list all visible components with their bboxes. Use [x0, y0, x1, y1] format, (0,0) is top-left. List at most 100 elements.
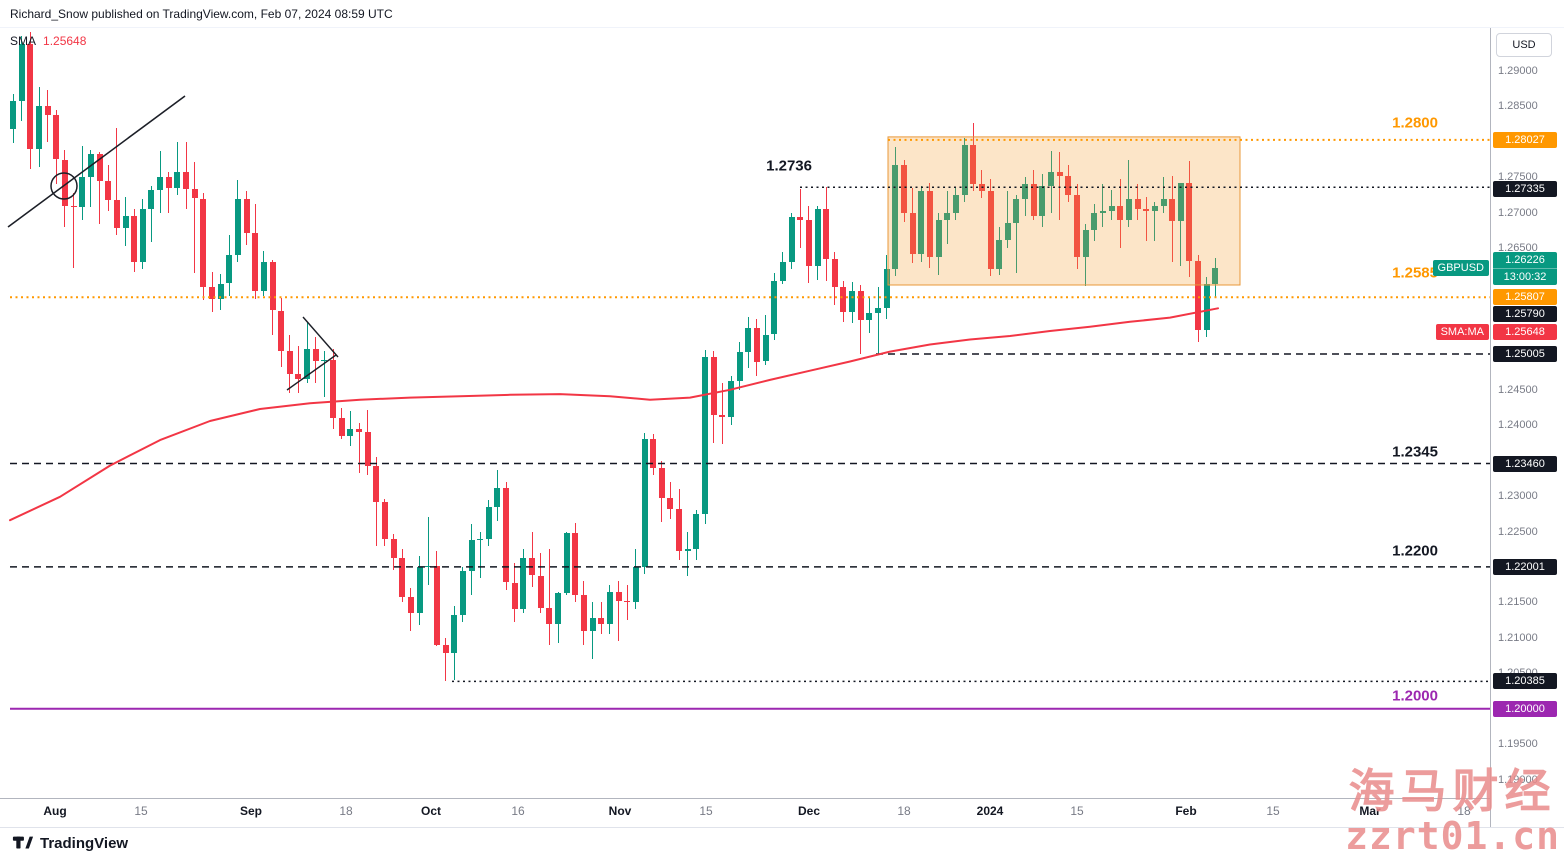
candle-body — [779, 262, 786, 281]
candle-wick — [1015, 195, 1017, 273]
time-tick-label: Aug — [43, 804, 67, 818]
candle-wick — [427, 517, 429, 585]
candle-body — [139, 209, 146, 263]
candle-body — [1091, 212, 1098, 231]
candle-wick — [618, 581, 619, 642]
price-badge: 1.28027 — [1493, 131, 1557, 148]
candle-body — [356, 428, 362, 433]
candle-body — [632, 567, 639, 603]
price-scale[interactable]: USD 1.29000 1.28500 1.27500 1.27000 1.26500 1… — [1490, 28, 1564, 827]
candle-body — [641, 439, 648, 567]
candle-body — [537, 575, 544, 609]
candle-body — [771, 280, 778, 335]
price-badge: 1.22001 — [1493, 558, 1557, 575]
candle-wick — [194, 161, 196, 273]
candle-wick — [73, 192, 75, 268]
candle-body — [961, 145, 968, 195]
candle-body — [650, 439, 657, 468]
chart-area[interactable]: SMA 1.25648 1.2800 1.2736 1.2585 1.2345 1.220… — [0, 28, 1490, 798]
candle-body — [295, 374, 302, 380]
candle-body — [1151, 205, 1158, 212]
candles-layer — [0, 28, 1490, 798]
candle-body — [736, 352, 743, 382]
time-tick-label: 15 — [699, 804, 713, 818]
candle-body — [1039, 185, 1046, 217]
candle-body — [710, 357, 717, 415]
time-tick-label: Dec — [797, 804, 820, 818]
candle-wick — [548, 549, 550, 645]
candle-wick — [99, 151, 100, 225]
price-tick-label: 1.29000 — [1498, 65, 1538, 77]
time-axis[interactable]: Aug 15 Sep 18 Oct 16 Nov 15 Dec 18 2024 15 Feb 15 Mar 1… — [0, 798, 1490, 827]
candle-body — [952, 195, 959, 213]
candle-body — [1134, 198, 1141, 210]
price-badge: 1.27335 — [1493, 180, 1557, 197]
candle-body — [1022, 184, 1029, 199]
candle-body — [1169, 198, 1176, 222]
candle-body — [728, 381, 734, 417]
candle-body — [831, 258, 838, 288]
price-badge: 1.25005 — [1493, 346, 1557, 363]
watermark-line2: zzrt01.cn — [1345, 814, 1560, 857]
candle-body — [1013, 198, 1020, 224]
candle-wick — [1059, 151, 1061, 220]
candle-body — [1099, 211, 1106, 213]
candle-body — [926, 191, 933, 257]
trendline-drawing[interactable] — [7, 95, 186, 228]
candle-body — [425, 565, 432, 567]
currency-button[interactable]: USD — [1496, 33, 1552, 57]
candle-body — [702, 357, 708, 514]
candle-body — [191, 189, 198, 199]
candle-body — [1212, 267, 1219, 284]
candle-body — [53, 114, 60, 160]
candle-body — [122, 216, 129, 229]
candle-body — [148, 190, 155, 210]
wedge-lower-line[interactable] — [286, 354, 337, 391]
candle-wick — [1102, 184, 1104, 227]
candle-wick — [721, 382, 723, 445]
price-tick-label: 1.24500 — [1498, 383, 1538, 396]
time-tick-label: Mar — [1359, 804, 1381, 818]
tradingview-logo[interactable]: TradingView — [12, 833, 128, 853]
candle-body — [684, 549, 691, 552]
candle-wick — [297, 345, 299, 394]
level-label: 1.2736 — [766, 157, 812, 175]
candle-body — [468, 540, 475, 571]
candle-body — [503, 487, 510, 583]
price-tick-label: 1.27500 — [1498, 171, 1538, 184]
candle-body — [866, 313, 873, 321]
sma-line[interactable] — [9, 307, 1219, 522]
candle-body — [805, 219, 812, 266]
circle-annotation[interactable] — [50, 172, 78, 200]
indicator-legend[interactable]: SMA 1.25648 — [10, 34, 86, 48]
candle-wick — [358, 423, 360, 474]
candle-body — [226, 255, 233, 284]
candle-body — [105, 180, 112, 200]
candle-body — [381, 501, 388, 539]
range-box-drawing[interactable] — [887, 136, 1241, 286]
candle-wick — [323, 350, 325, 397]
candle-body — [70, 205, 77, 207]
publish-text: Richard_Snow published on TradingView.co… — [10, 7, 393, 21]
candle-wick — [877, 287, 879, 355]
price-tick-label: 1.26500 — [1498, 242, 1538, 255]
countdown-timer: 13:00:32 — [1493, 267, 1557, 285]
candle-wick — [1111, 190, 1112, 220]
candle-body — [494, 487, 501, 507]
price-tick-label: 1.22500 — [1498, 525, 1538, 538]
annotations-overlay — [7, 95, 1490, 710]
candle-body — [1195, 260, 1201, 330]
candle-body — [1074, 195, 1080, 257]
candle-body — [1056, 171, 1063, 176]
watermark-line1: 海马财经 — [1348, 765, 1557, 817]
candle-wick — [47, 90, 49, 142]
time-tick-label: 18 — [1457, 804, 1471, 818]
time-tick-label: 16 — [511, 804, 525, 818]
price-tick-label: 1.21500 — [1498, 596, 1538, 609]
candle-body — [304, 348, 311, 380]
candle-body — [477, 538, 484, 540]
candle-body — [909, 212, 916, 254]
candle-body — [278, 310, 285, 351]
wedge-upper-line[interactable] — [302, 316, 339, 358]
candle-wick — [349, 411, 351, 447]
